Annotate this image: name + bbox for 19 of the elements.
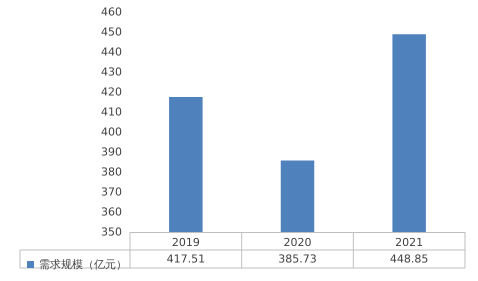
- x-tick-label: 2019: [172, 236, 200, 249]
- y-tick-label: 390: [101, 146, 122, 158]
- y-tick-label: 370: [101, 186, 122, 198]
- y-tick-label: 420: [101, 86, 122, 98]
- y-tick-label: 410: [101, 106, 122, 118]
- y-tick-label: 360: [101, 206, 122, 218]
- data-label: 448.85: [390, 252, 428, 266]
- y-tick-label: 380: [101, 166, 122, 178]
- y-tick-label: 430: [101, 66, 122, 78]
- y-tick-label: 450: [101, 26, 122, 38]
- x-tick-label: 2020: [284, 236, 312, 249]
- legend-label: 需求规模（亿元）: [39, 258, 127, 271]
- y-tick-label: 460: [101, 6, 122, 18]
- y-tick-label: 400: [101, 126, 122, 138]
- data-label: 417.51: [166, 252, 206, 266]
- data-label: 385.73: [278, 252, 317, 266]
- y-tick-label: 350: [101, 226, 122, 238]
- y-tick-label: 440: [101, 46, 122, 58]
- x-tick-label: 2021: [395, 236, 424, 249]
